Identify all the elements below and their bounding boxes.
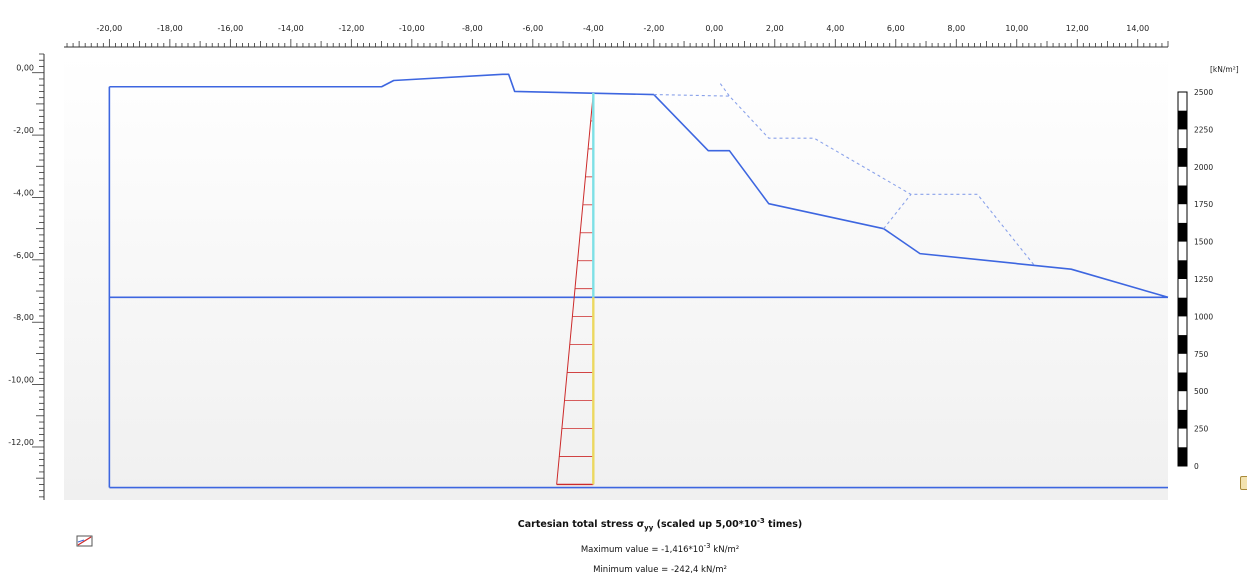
- legend-value-label: 1500: [1194, 238, 1213, 247]
- x-tick-label: 12,00: [1066, 24, 1089, 33]
- x-tick-label: -12,00: [338, 24, 364, 33]
- result-caption: Cartesian total stress σyy (scaled up 5,…: [360, 514, 960, 580]
- stress-diagram: [556, 92, 595, 486]
- legend-color-block: [1178, 110, 1187, 130]
- x-tick-label: -2,00: [643, 24, 664, 33]
- legend-color-block: [1178, 409, 1187, 429]
- geometry-layer: [108, 73, 1169, 489]
- x-tick-label: -6,00: [522, 24, 543, 33]
- x-tick-label: 6,00: [887, 24, 905, 33]
- y-tick-label: -12,00: [8, 438, 34, 447]
- x-tick-label: -10,00: [399, 24, 425, 33]
- maximum-value: Maximum value = -1,416*10-3 kN/m²: [580, 542, 740, 555]
- legend-value-label: 250: [1194, 425, 1209, 434]
- x-tick-label: -4,00: [583, 24, 604, 33]
- caption-title: Cartesian total stress σyy (scaled up 5,…: [517, 517, 803, 533]
- y-tick-label: 0,00: [16, 64, 34, 73]
- y-tick-label: -2,00: [13, 126, 34, 135]
- x-tick-label: 8,00: [947, 24, 965, 33]
- x-axis-ruler: -20,00 -18,00 -16,00 -14,00 -12,00 -10,00 -8,0…: [64, 24, 1169, 48]
- y-tick-label: -6,00: [13, 251, 34, 260]
- x-tick-label: -14,00: [278, 24, 304, 33]
- ground-surface-line: [109, 73, 1169, 299]
- lock-icon[interactable]: [1240, 476, 1247, 490]
- legend-value-label: 1250: [1194, 275, 1213, 284]
- dashed-connector: [719, 83, 730, 97]
- dashed-connector: [883, 194, 912, 229]
- y-tick-label: -10,00: [8, 376, 34, 385]
- x-tick-label: -18,00: [157, 24, 183, 33]
- legend-value-label: 1750: [1194, 200, 1213, 209]
- legend-unit-label: [kN/m²]: [1210, 65, 1239, 74]
- legend-color-block: [1178, 222, 1187, 242]
- y-tick-label: -8,00: [13, 313, 34, 322]
- color-legend: [kN/m²]250022502000175015001250100075050…: [1177, 65, 1239, 471]
- legend-value-label: 2500: [1194, 88, 1213, 97]
- x-tick-label: -16,00: [217, 24, 243, 33]
- legend-value-label: 1000: [1194, 312, 1213, 321]
- x-tick-label: 2,00: [766, 24, 784, 33]
- legend-value-label: 2250: [1194, 125, 1213, 134]
- x-tick-label: -20,00: [96, 24, 122, 33]
- x-tick-label: 0,00: [705, 24, 723, 33]
- legend-value-label: 500: [1194, 387, 1209, 396]
- legend-value-label: 2000: [1194, 163, 1213, 172]
- minimum-value: Minimum value = -242,4 kN/m²: [593, 564, 727, 575]
- legend-color-block: [1178, 260, 1187, 279]
- y-tick-label: -4,00: [13, 188, 34, 197]
- legend-color-block: [1178, 335, 1187, 354]
- drawing-area: [64, 54, 1168, 500]
- legend-color-block: [1178, 372, 1187, 392]
- legend-color-block: [1178, 185, 1187, 205]
- x-tick-label: 10,00: [1005, 24, 1028, 33]
- legend-color-block: [1178, 148, 1187, 167]
- x-tick-label: 4,00: [826, 24, 844, 33]
- x-tick-label: 14,00: [1126, 24, 1149, 33]
- y-axis-ruler: 0,00 -2,00 -4,00 -6,00 -8,00 -10,00 -12,00: [8, 53, 45, 500]
- stress-envelope-line: [556, 92, 594, 485]
- legend-value-label: 750: [1194, 350, 1209, 359]
- legend-color-block: [1178, 297, 1187, 317]
- legend-color-block: [1178, 447, 1187, 466]
- x-tick-label: -8,00: [462, 24, 483, 33]
- chart-style-icon[interactable]: [76, 533, 94, 547]
- legend-value-label: 0: [1194, 462, 1199, 471]
